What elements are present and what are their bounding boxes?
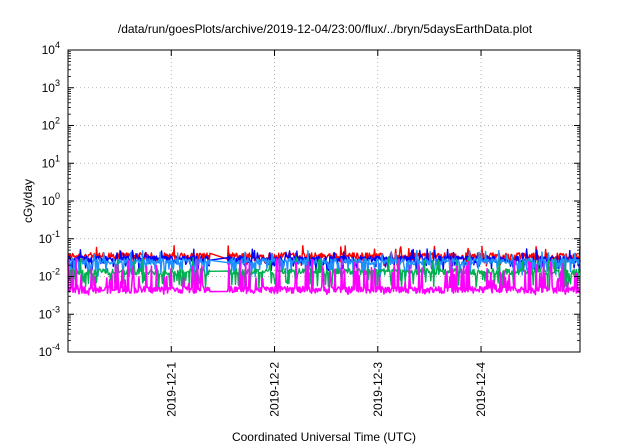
x-tick-labels: 2019-12-1 2019-12-2 2019-12-3 2019-12-4 [164, 362, 488, 417]
y-tick-label: 10-1 [39, 229, 60, 246]
grid [68, 50, 580, 352]
x-tick-label: 2019-12-4 [474, 362, 488, 417]
x-axis-label: Coordinated Universal Time (UTC) [232, 430, 416, 444]
y-tick-label: 104 [42, 40, 60, 57]
y-tick-label: 10-3 [39, 304, 60, 321]
series-line [67, 249, 581, 278]
y-axis-label: cGy/day [21, 179, 35, 223]
y-tick-label: 102 [42, 116, 60, 133]
series-line [67, 257, 581, 296]
y-tick-label: 103 [42, 78, 60, 95]
ticks [68, 49, 580, 353]
x-tick-label: 2019-12-2 [268, 362, 282, 417]
x-tick-label: 2019-12-3 [371, 362, 385, 417]
x-tick-label: 2019-12-1 [164, 362, 178, 417]
y-tick-labels: 10-4 10-3 10-2 10-1 100 101 102 103 104 [39, 40, 60, 359]
chart-title: /data/run/goesPlots/archive/2019-12-04/2… [118, 22, 533, 36]
y-tick-label: 10-4 [39, 342, 60, 359]
y-tick-label: 10-2 [39, 267, 60, 284]
plot-area [67, 244, 581, 296]
y-tick-label: 100 [42, 191, 60, 208]
y-tick-label: 101 [42, 153, 60, 170]
